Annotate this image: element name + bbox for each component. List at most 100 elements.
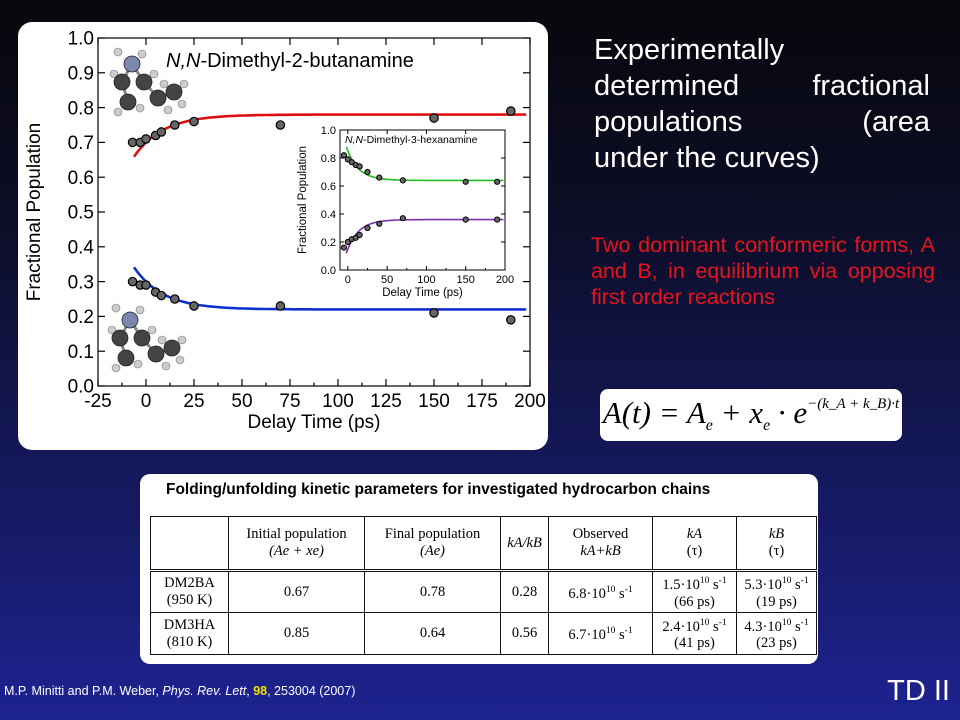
molecule-hydrogen [157,335,167,345]
x-tick-label: 0 [345,274,351,286]
data-point [494,178,501,185]
y-tick-label: 0.0 [68,377,94,398]
chart-panel: -25 0 25 50 75 100 125 150 175 200 0.0 0.1 0.2 0.3 0.4… [18,22,548,450]
data-point [189,301,199,311]
data-point [364,224,371,232]
equation-dot: · e [770,394,808,430]
x-tick-label: -25 [84,391,111,412]
y-tick-label: 0.6 [68,168,94,189]
molecule-atom [163,339,181,357]
x-tick-label: 50 [231,391,252,412]
data-point [399,215,406,222]
description-text: Experimentally determined fractional pop… [594,32,930,176]
data-point [376,174,383,181]
ratio-cell: 0.28 [500,570,549,613]
y-tick-label: 0.9 [68,63,94,84]
equation-box: A(t) = Ae + xe · e−(k_A + k_B)·t [600,389,902,441]
chart-title: N,N-Dimethyl-3-hexanamine [345,134,478,146]
x-axis-label: Delay Time (ps) [382,287,463,299]
data-point [399,177,406,184]
kb-cell: 4.3·1010 s-1 (23 ps) [736,612,817,655]
table-header-blank [150,516,229,572]
table-row: DM3HA (810 K) 0.85 0.64 0.56 6.7·1010 s-1… [150,612,817,655]
molecule-hydrogen [107,325,117,335]
y-tick-label: 0.7 [68,133,94,154]
molecule-hydrogen [147,325,157,335]
observed-cell: 6.8·1010 s-1 [548,570,653,613]
molecule-hydrogen [111,303,121,313]
final-cell: 0.64 [364,612,501,655]
molecule-hydrogen [175,355,185,365]
y-axis-label: Fractional Population [24,123,45,302]
data-point [429,308,439,318]
y-tick-label: 1.0 [321,125,336,137]
molecule-hydrogen [135,305,145,315]
molecule-hydrogen [133,359,143,369]
molecule-atom [113,73,131,91]
initial-cell: 0.67 [228,570,365,613]
molecule-hydrogen [179,79,189,89]
equation-exponent: −(k_A + k_B)·t [807,395,900,412]
data-point [141,280,151,290]
y-tick-label: 0.3 [68,272,94,293]
y-tick-label: 0.8 [321,153,336,165]
molecule-atom [133,329,151,347]
x-tick-label: 150 [457,274,475,286]
table-header: Observed kA+kB [548,516,653,572]
data-point [156,127,167,137]
molecule-hydrogen [135,103,145,113]
x-tick-label: 100 [417,274,435,286]
molecule-hydrogen [163,105,173,115]
molecule-illustration [109,47,189,117]
data-point [170,120,180,130]
fit-curve [345,218,504,254]
molecule-hydrogen [137,49,147,59]
x-tick-label: 175 [466,391,498,412]
molecule-atom [135,73,153,91]
fit-curve [132,266,527,311]
initial-cell: 0.85 [228,612,365,655]
equation-sub: e [705,417,713,435]
x-tick-label: 50 [381,274,393,286]
molecule-hydrogen [159,79,169,89]
description-line: under the curves) [594,142,820,174]
fit-curve [132,113,527,158]
table-header: kA (τ) [652,516,737,572]
data-point [505,106,516,116]
data-point [170,294,180,304]
data-point [127,276,138,287]
x-tick-label: 200 [514,391,546,412]
molecule-hydrogen [177,99,187,109]
data-point [340,152,348,159]
population-chart: -25 0 25 50 75 100 125 150 175 200 0.0 0.1 0.2 0.3 0.4… [24,29,546,433]
rate-equation: A(t) = Ae + xe · e−(k_A + k_B)·t [603,395,899,435]
plot-frame [339,129,506,271]
equation-lhs: A(t) = A [602,394,706,430]
x-tick-label: 0 [141,391,152,412]
final-cell: 0.78 [364,570,501,613]
table-header: kB (τ) [736,516,817,572]
data-point [462,216,469,223]
inset-plot-area [340,130,505,270]
y-tick-label: 0.5 [68,203,94,224]
y-tick-label: 0.6 [321,181,336,193]
molecule-atom [123,55,141,73]
data-point [462,178,469,185]
molecule-cell: DM3HA (810 K) [150,612,229,655]
ka-cell: 2.4·1010 s-1 (41 ps) [652,612,737,655]
x-tick-label: 75 [279,391,300,412]
data-point [141,134,151,144]
molecule-hydrogen [149,69,159,79]
y-tick-label: 0.0 [321,265,336,277]
molecule-atom [121,311,139,329]
chart-title: N,N-Dimethyl-2-butanamine [166,50,414,72]
molecule-hydrogen [113,47,123,57]
description-line: Experimentally [594,34,785,66]
y-tick-label: 0.8 [68,98,94,119]
data-point [505,315,516,325]
data-point [189,116,199,127]
y-tick-label: 1.0 [68,29,94,50]
molecule-hydrogen [113,107,123,117]
kb-cell: 5.3·1010 s-1 (19 ps) [736,570,817,613]
molecule-atom [165,83,183,101]
